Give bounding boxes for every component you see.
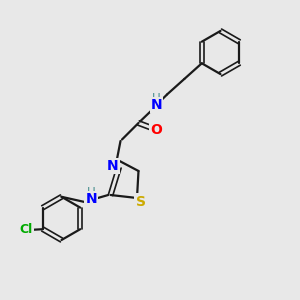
Text: N: N [107,159,119,173]
Text: H: H [87,186,96,200]
Text: Cl: Cl [20,223,33,236]
Text: H: H [152,92,161,105]
Text: N: N [151,98,162,112]
Text: O: O [150,124,162,137]
Text: N: N [85,193,97,206]
Text: S: S [136,195,146,208]
